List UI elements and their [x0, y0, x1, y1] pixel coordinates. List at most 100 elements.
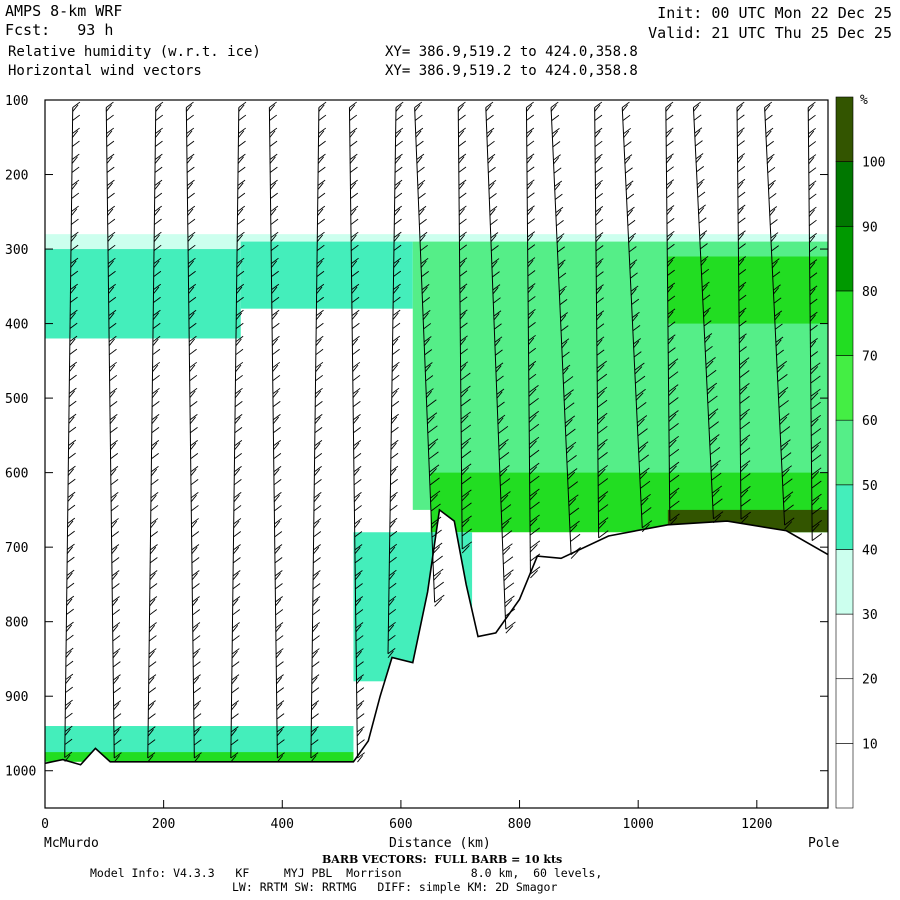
- barb-flag: [112, 648, 121, 655]
- barb-flag: [186, 140, 195, 147]
- barb-flag: [275, 596, 283, 603]
- barb-flag: [235, 361, 244, 369]
- barb-flag: [783, 495, 791, 504]
- barb-flag: [67, 543, 75, 550]
- barb-flag: [318, 140, 326, 147]
- barb-flag: [109, 413, 118, 421]
- barb-flag: [230, 752, 239, 759]
- barb-flag: [416, 153, 425, 160]
- barb-flag: [233, 518, 242, 525]
- barb-flag: [352, 374, 361, 382]
- barb-flag: [486, 127, 495, 134]
- colorbar-segment: [835, 419, 854, 486]
- barb-flag: [505, 625, 514, 634]
- barb-flag: [527, 244, 536, 251]
- barb-flag: [392, 348, 400, 355]
- barb-flag: [563, 392, 572, 402]
- x-tick-label: 200: [152, 817, 175, 832]
- barb-flag: [394, 156, 401, 164]
- barb-flag: [635, 392, 644, 401]
- barb-flag: [314, 440, 323, 447]
- barb-flag: [810, 366, 819, 375]
- barb-flag: [110, 466, 119, 473]
- barb-flag: [112, 661, 121, 668]
- plot-frame: [44, 99, 829, 809]
- barb-flag: [529, 436, 540, 445]
- barb-flag: [190, 440, 198, 447]
- barb-flag: [665, 101, 674, 108]
- barb-flag: [273, 442, 280, 451]
- barb-flag: [769, 208, 776, 217]
- barb-flag: [349, 156, 356, 164]
- x-tick-label: 800: [508, 817, 531, 832]
- barb-shaft: [64, 107, 74, 758]
- barb-flag: [187, 234, 194, 242]
- barb-flag: [387, 634, 396, 642]
- barb-flag: [693, 114, 702, 121]
- barb-flag: [71, 166, 80, 173]
- barb-flag: [189, 348, 197, 356]
- barb-flag: [151, 453, 159, 460]
- barb-flag: [811, 444, 819, 454]
- barb-flag: [191, 544, 200, 551]
- barb-column-17: [692, 101, 724, 524]
- barb-flag: [775, 339, 782, 347]
- barb-flag: [235, 322, 244, 330]
- barb-flag: [710, 459, 721, 468]
- barb-flag: [68, 400, 77, 407]
- barb-flag: [234, 413, 243, 421]
- barb-flag: [276, 726, 285, 733]
- barb-flag: [392, 335, 401, 342]
- rh-field: [45, 234, 828, 762]
- barb-flag: [72, 127, 80, 134]
- barb-flag: [351, 312, 358, 320]
- barb-flag: [65, 676, 72, 684]
- barb-flag: [528, 397, 539, 406]
- barb-flag: [667, 256, 675, 263]
- colorbar-label: 30: [862, 608, 878, 623]
- barb-flag: [529, 518, 538, 527]
- barb-flag: [149, 572, 156, 581]
- barb-flag: [706, 369, 717, 378]
- barb-flag: [550, 104, 557, 112]
- barb-flag: [527, 283, 536, 290]
- barb-flag: [529, 440, 537, 449]
- barb-flag: [233, 492, 242, 499]
- barb-flag: [107, 231, 116, 238]
- barb-flag: [640, 480, 651, 489]
- barb-flag: [419, 218, 427, 226]
- barb-flag: [766, 156, 773, 164]
- barb-flag: [597, 386, 608, 395]
- barb-flag: [190, 479, 199, 486]
- barb-flag: [353, 494, 361, 503]
- barb-flag: [737, 207, 744, 215]
- barb-flag: [313, 557, 321, 564]
- barb-flag: [771, 245, 779, 252]
- barb-flag: [429, 464, 440, 473]
- barb-flag: [68, 387, 77, 394]
- barb-flag: [708, 408, 719, 417]
- barb-flag: [422, 310, 431, 317]
- barb-flag: [461, 502, 472, 511]
- barb-flag: [570, 550, 579, 559]
- barb-flag: [495, 362, 504, 369]
- barb-flag: [738, 310, 745, 318]
- barb-flag: [349, 140, 358, 147]
- barb-flag: [703, 320, 712, 327]
- barb-flag: [631, 314, 639, 322]
- barb-flag: [193, 713, 202, 720]
- barb-flag: [109, 426, 118, 434]
- terrain: [44, 508, 829, 808]
- barb-flag: [189, 387, 198, 395]
- barb-flag: [148, 687, 157, 694]
- barb-flag: [192, 661, 201, 668]
- barb-flag: [189, 374, 198, 382]
- barb-flag: [503, 569, 514, 578]
- barb-flag: [231, 648, 240, 655]
- barb-flag: [596, 349, 605, 356]
- barb-flag: [147, 752, 156, 759]
- barb-flag: [316, 286, 323, 294]
- barb-flag: [774, 313, 781, 321]
- barb-flag: [562, 364, 571, 371]
- barb-flag: [316, 234, 324, 242]
